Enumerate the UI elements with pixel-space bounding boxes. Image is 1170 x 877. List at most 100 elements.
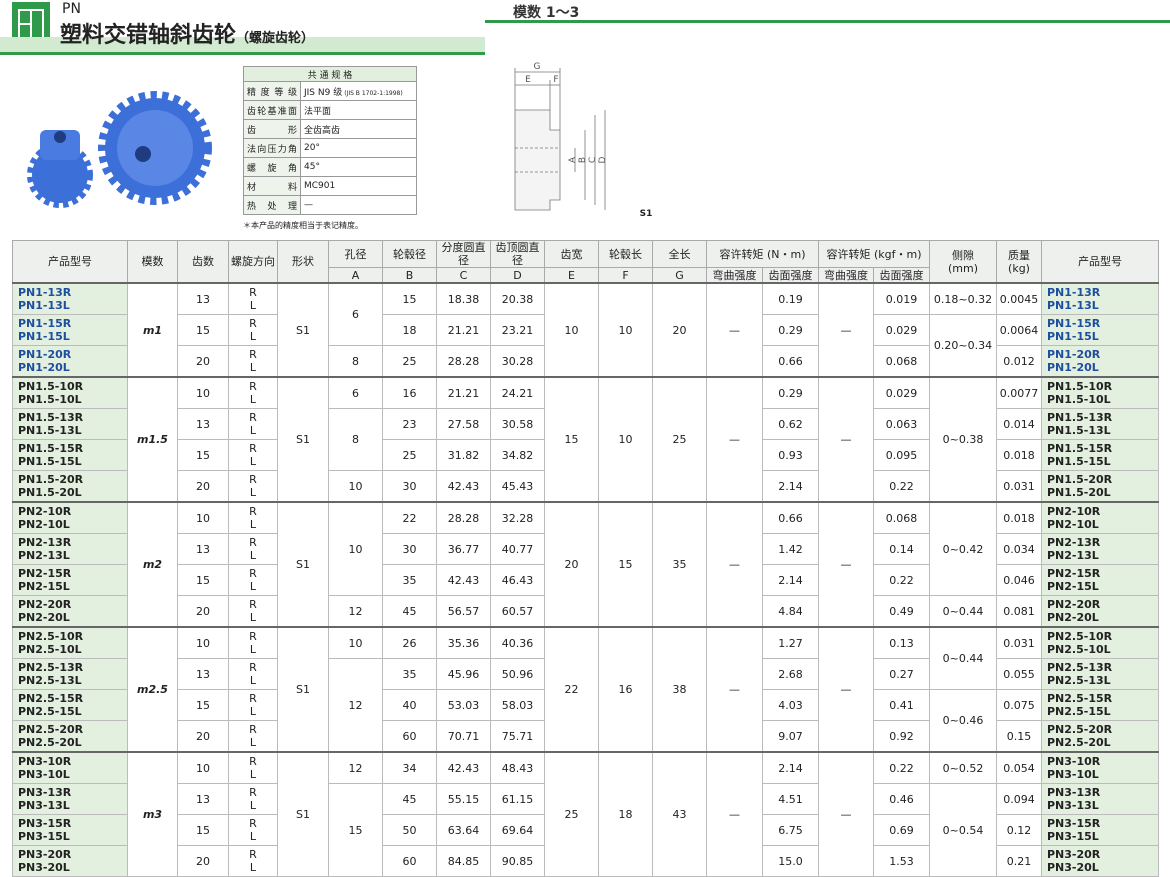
product-row: PN1-20R PN1-20L 20 R L 8 25 28.28 30.28 0.66 0.068… xyxy=(12,345,1159,378)
header-cell: B xyxy=(382,267,437,284)
header-cell: 齿数 xyxy=(177,240,229,284)
backlash: 0~0.52 xyxy=(929,751,997,784)
bore: 6 xyxy=(328,282,383,346)
bending-kgf: — xyxy=(818,282,874,378)
product-code: PN1-15R PN1-15L xyxy=(12,314,128,346)
spec-label: 齿轮基准面 xyxy=(243,100,301,120)
torque-kgf: 0.49 xyxy=(873,595,930,628)
header-cell: 容许转矩 (N・m) xyxy=(706,240,819,268)
teeth: 20 xyxy=(177,720,229,753)
code-text: PN1.5-20R xyxy=(1047,473,1113,486)
spec-value: JIS N9 级 (JIS B 1702-1:1998) xyxy=(300,81,417,101)
header-row: A B C D E F G 弯曲强度 齿面强度 弯曲强度 齿面强度 xyxy=(13,267,1159,284)
product-code: PN1-15R PN1-15L xyxy=(1041,314,1159,346)
header-text: 质量 xyxy=(1008,248,1030,262)
tip: 61.15 xyxy=(490,783,545,815)
code-text: PN2-10L xyxy=(1047,518,1099,531)
total: 38 xyxy=(652,626,707,753)
code-text: PN2.5-20R xyxy=(1047,723,1113,736)
shape-label: S1 xyxy=(640,209,653,219)
product-row: PN2.5-15R PN2.5-15L 15 R L 40 53.03 58.03 4.03 0.… xyxy=(12,689,1159,753)
tip: 60.57 xyxy=(490,595,545,628)
spec-value-text: JIS N9 级 xyxy=(304,87,343,98)
title-text: 塑料交错轴斜齿轮 xyxy=(60,23,237,48)
pitch: 45.96 xyxy=(436,658,491,690)
module: m1 xyxy=(127,282,178,378)
code-text: PN1-13L xyxy=(18,299,70,312)
torque-kgf: 0.92 xyxy=(873,720,930,753)
bore: 12 xyxy=(328,658,383,753)
bore: 8 xyxy=(328,345,383,378)
code-text: PN3-15R xyxy=(1047,817,1101,830)
header-cell: 齿宽 xyxy=(544,240,599,268)
direction-text: L xyxy=(249,549,257,562)
product-code: PN1-20R PN1-20L xyxy=(1041,345,1159,378)
product-code: PN3-20R PN3-20L xyxy=(1041,845,1159,877)
direction-text: R xyxy=(249,817,257,830)
code-text: PN1.5-13L xyxy=(1047,424,1111,437)
product-row: PN2-10R PN2-10L m2 10 R L S1 10 22 28.28 32.28 20 15… xyxy=(12,501,1159,628)
code-text: PN3-13L xyxy=(18,799,70,812)
hub: 45 xyxy=(382,783,437,815)
spec-label: 齿形 xyxy=(243,119,301,139)
total: 25 xyxy=(652,376,707,503)
product-row: PN1-13R PN1-13L m1 13 R L S1 6 15 18.38 20.38 10 10 2… xyxy=(12,282,1159,378)
tip: 90.85 xyxy=(490,845,545,877)
spec-row: 齿轮基准面 法平面 xyxy=(243,100,417,120)
hub: 16 xyxy=(382,376,437,409)
header-cell: 弯曲强度 xyxy=(818,267,874,284)
code-text: PN3-15L xyxy=(18,830,70,843)
tip: 30.28 xyxy=(490,345,545,378)
code-text: PN1.5-10L xyxy=(1047,393,1111,406)
product-code: PN2-13R PN2-13L xyxy=(1041,533,1159,565)
code-text: PN2.5-15L xyxy=(1047,705,1111,718)
code-text: PN2.5-15R xyxy=(1047,692,1113,705)
code-text: PN1.5-20L xyxy=(18,486,82,499)
torque-n: 0.66 xyxy=(762,501,819,534)
code-text: PN1-13R xyxy=(18,286,72,299)
header-cell: 容许转矩 (kgf・m) xyxy=(818,240,930,268)
torque-kgf: 1.53 xyxy=(873,845,930,877)
code-text: PN2-20L xyxy=(18,611,70,624)
spec-value-text: MC901 xyxy=(304,181,336,191)
bore: 10 xyxy=(328,626,383,659)
spec-title: 共 通 规 格 xyxy=(243,66,417,82)
code-text: PN1-20L xyxy=(1047,361,1099,374)
direction-text: R xyxy=(249,848,257,861)
product-code: PN3-20R PN3-20L xyxy=(12,845,128,877)
module: m1.5 xyxy=(127,376,178,503)
torque-kgf: 0.068 xyxy=(873,501,930,534)
dim-label: A xyxy=(568,156,578,163)
direction-text: L xyxy=(249,705,257,718)
dimension-diagram: G E F A B C D S1 xyxy=(514,62,653,219)
product-code: PN1.5-13R PN1.5-13L xyxy=(1041,408,1159,440)
code-text: PN3-20R xyxy=(1047,848,1101,861)
face: 25 xyxy=(544,751,599,877)
code-text: PN2-10R xyxy=(1047,505,1101,518)
code-text: PN3-13R xyxy=(1047,786,1101,799)
header-cell: 弯曲强度 xyxy=(706,267,763,284)
teeth: 13 xyxy=(177,282,229,315)
product-row: PN1.5-15R PN1.5-15L 15 R L 25 31.82 34.82 0.93 0.… xyxy=(12,439,1159,471)
header-cell: D xyxy=(490,267,545,284)
code-text: PN2.5-10R xyxy=(1047,630,1113,643)
pitch: 27.58 xyxy=(436,408,491,440)
pitch: 21.21 xyxy=(436,376,491,409)
bending-kgf: — xyxy=(818,626,874,753)
hub: 30 xyxy=(382,533,437,565)
teeth: 10 xyxy=(177,376,229,409)
spec-value: 法平面 xyxy=(300,100,417,120)
product-code: PN2.5-15R PN2.5-15L xyxy=(1041,689,1159,721)
product-code: PN1.5-10R PN1.5-10L xyxy=(12,376,128,409)
product-code: PN1.5-10R PN1.5-10L xyxy=(1041,376,1159,409)
torque-kgf: 0.46 xyxy=(873,783,930,815)
dim-label: E xyxy=(525,75,531,85)
torque-kgf: 0.14 xyxy=(873,533,930,565)
teeth: 15 xyxy=(177,814,229,846)
torque-n: 0.93 xyxy=(762,439,819,471)
header-cell: 螺旋方向 xyxy=(228,240,278,284)
torque-n: 6.75 xyxy=(762,814,819,846)
product-code: PN2-15R PN2-15L xyxy=(1041,564,1159,596)
